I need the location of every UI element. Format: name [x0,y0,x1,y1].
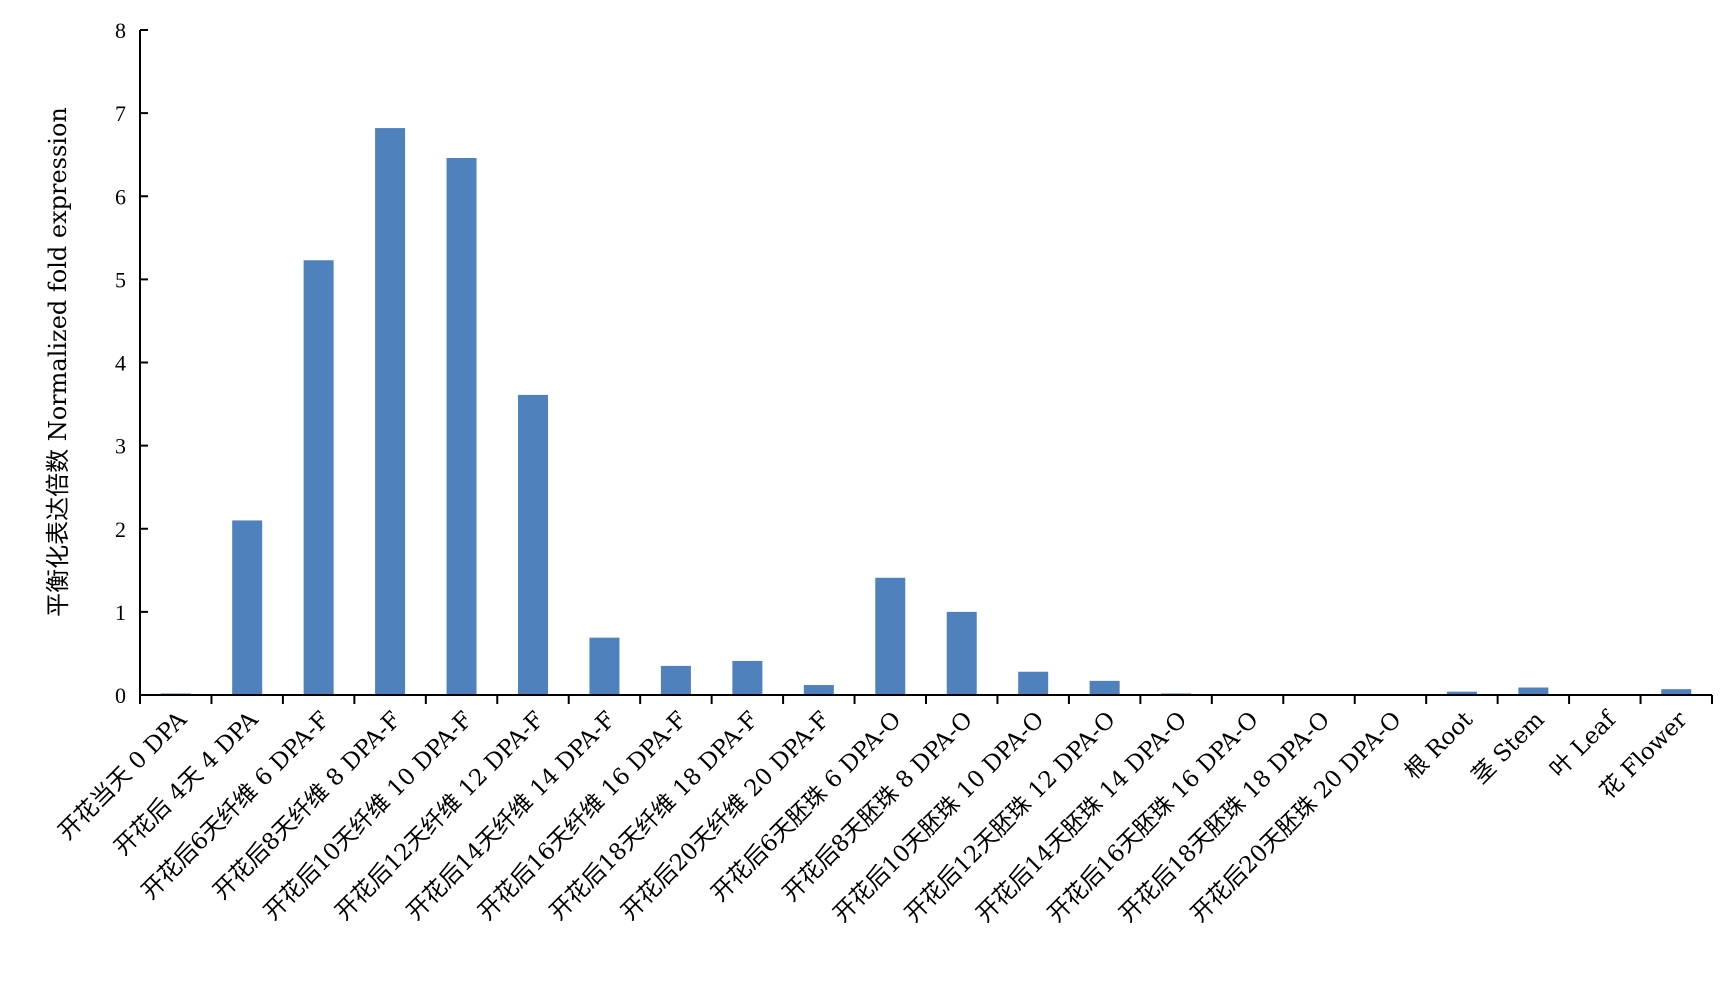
y-tick-label: 8 [115,18,126,43]
y-tick-label: 6 [115,184,126,209]
bar [1089,680,1120,695]
bar [1446,691,1477,695]
y-axis: 0 1 2 3 4 5 6 7 8 [115,18,148,708]
bar [303,260,334,695]
x-tick-label: 根 Root [1400,706,1479,785]
y-tick-label: 2 [115,517,126,542]
y-tick-label: 3 [115,434,126,459]
y-tick-label: 5 [115,267,126,292]
y-tick-label: 0 [115,683,126,708]
bar [1661,689,1692,695]
bar [517,394,549,695]
x-axis [139,694,1713,704]
bars [160,128,1692,695]
bar [232,520,263,695]
bar [1518,687,1549,695]
bar [732,660,763,695]
bar [660,665,691,695]
x-tick-label: 开花当天 0 DPA [54,707,193,846]
bar [375,128,406,695]
x-tick-label: 茎 Stem [1467,707,1550,790]
bar [589,637,620,695]
bar [446,158,477,695]
bar [803,685,834,695]
y-tick-label: 4 [115,351,126,376]
y-tick-label: 7 [115,101,126,126]
y-axis-title: 平衡化表达倍数 Normalized fold expression [44,107,72,617]
bar [946,611,977,695]
bar [1018,671,1049,695]
bar [875,577,906,695]
y-tick-label: 1 [115,600,126,625]
